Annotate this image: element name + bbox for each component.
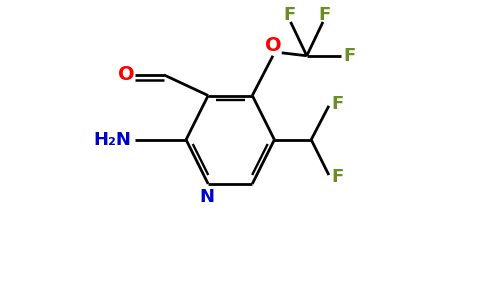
- Text: F: F: [332, 95, 344, 113]
- Text: O: O: [265, 37, 281, 56]
- Text: F: F: [283, 6, 295, 24]
- Text: N: N: [199, 188, 214, 206]
- Text: F: F: [343, 47, 356, 65]
- Text: F: F: [318, 6, 331, 24]
- Text: F: F: [332, 167, 344, 185]
- Text: H₂N: H₂N: [94, 131, 132, 149]
- Text: O: O: [118, 65, 135, 84]
